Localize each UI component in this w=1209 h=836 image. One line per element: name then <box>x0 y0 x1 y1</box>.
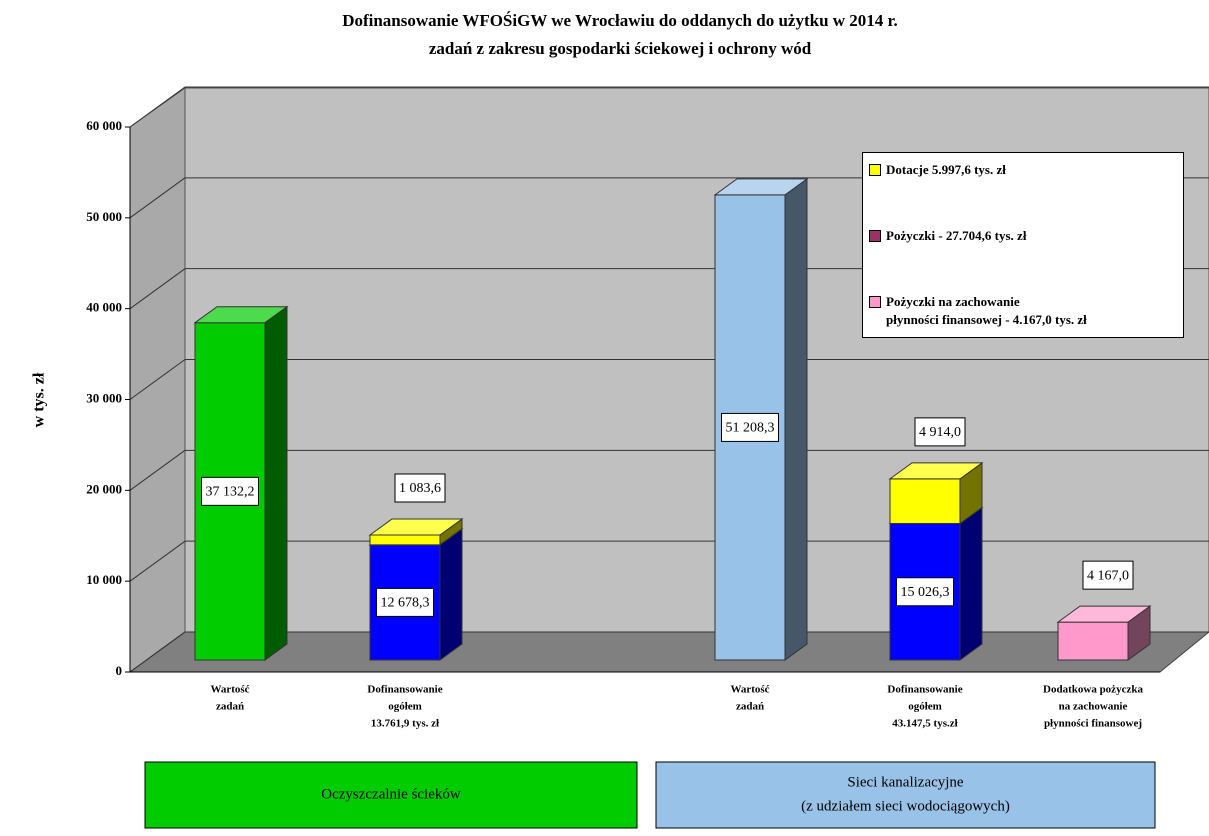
y-tick-label: 0 <box>116 663 123 678</box>
group-label: Sieci kanalizacyjne <box>847 774 964 790</box>
y-tick-label: 20 000 <box>86 481 122 496</box>
grid-line <box>129 540 186 582</box>
legend-label: Dotacje 5.997,6 tys. zł <box>886 162 1006 177</box>
legend-label: Pożyczki na zachowanie płynności finanso… <box>886 294 1087 327</box>
y-tick-label: 40 000 <box>86 300 122 315</box>
x-tick-label: ogółem <box>388 701 422 713</box>
value-label-box <box>376 587 434 617</box>
y-tick-label: 50 000 <box>86 209 122 224</box>
value-label: 12 678,3 <box>381 596 430 611</box>
value-label: 4 167,0 <box>1087 568 1129 583</box>
legend: Dotacje 5.997,6 tys. zł Pożyczki - 27.704… <box>862 152 1184 338</box>
x-tick-label: zadań <box>216 701 244 713</box>
y-axis-label: w tys. zł <box>31 372 48 427</box>
value-label: 15 026,3 <box>901 585 950 600</box>
bar <box>369 534 441 546</box>
x-tick-label: ogółem <box>908 701 942 713</box>
bar-side <box>959 506 983 661</box>
bar-top <box>713 178 809 196</box>
grid-line <box>129 359 186 400</box>
x-tick-label: Dofinansowanie <box>887 684 962 696</box>
x-tick-label: Dofinansowanie <box>367 684 442 696</box>
legend-swatch <box>869 296 881 308</box>
floor <box>128 631 1209 673</box>
x-tick-label: Wartość <box>730 684 769 696</box>
value-label-box <box>1082 560 1134 590</box>
bar-side <box>264 305 288 661</box>
chart-title: zadań z zakresu gospodarki ściekowej i o… <box>429 39 812 58</box>
value-label-box <box>201 476 259 506</box>
grid-line <box>129 177 186 219</box>
grid-line <box>129 268 186 310</box>
value-label-box <box>394 473 446 503</box>
group-label: (z udziałem sieci wodociągowych) <box>801 798 1010 814</box>
bar <box>1057 621 1129 661</box>
bar-side <box>439 527 463 661</box>
bar-top <box>888 462 984 480</box>
y-tick-label: 30 000 <box>86 390 122 405</box>
value-label-box <box>914 417 966 447</box>
bar-side <box>784 177 808 661</box>
legend-swatch <box>869 164 881 176</box>
legend-item: Dotacje 5.997,6 tys. zł <box>869 161 1177 179</box>
legend-swatch <box>869 230 881 242</box>
value-label: 51 208,3 <box>726 421 775 436</box>
group-box <box>655 761 1156 829</box>
bar-top <box>193 306 289 324</box>
legend-label: Pożyczki - 27.704,6 tys. zł <box>886 228 1027 243</box>
value-label-box <box>896 577 954 607</box>
x-tick-label: na zachowanie <box>1059 701 1128 713</box>
x-tick-label: Wartość <box>210 684 249 696</box>
group-label: Oczyszczalnie ścieków <box>321 786 461 802</box>
x-tick-label: Dodatkowa pożyczka <box>1043 684 1143 696</box>
x-tick-label: 13.761,9 tys. zł <box>371 718 439 730</box>
grid <box>129 86 1209 673</box>
y-tick-label: 60 000 <box>86 118 122 133</box>
grid-line <box>129 86 186 128</box>
x-tick-label: zadań <box>736 701 764 713</box>
x-tick-label: 43.147,5 tys.zł <box>892 718 957 730</box>
legend-item: Pożyczki na zachowanie płynności finanso… <box>869 293 1177 329</box>
group-box <box>144 761 638 829</box>
value-label: 37 132,2 <box>206 485 255 500</box>
bar <box>889 478 961 525</box>
legend-item: Pożyczki - 27.704,6 tys. zł <box>869 227 1177 245</box>
bar-top <box>368 518 464 536</box>
value-label-box <box>721 412 779 442</box>
value-label: 1 083,6 <box>399 481 441 496</box>
y-tick-label: 10 000 <box>86 572 122 587</box>
grid-line <box>129 631 186 673</box>
grid-line <box>129 449 186 491</box>
x-tick-label: płynności finansowej <box>1044 718 1142 730</box>
bar-top <box>1056 605 1152 623</box>
chart-title: Dofinansowanie WFOŚiGW we Wrocławiu do o… <box>342 11 898 30</box>
value-label: 4 914,0 <box>919 425 961 440</box>
